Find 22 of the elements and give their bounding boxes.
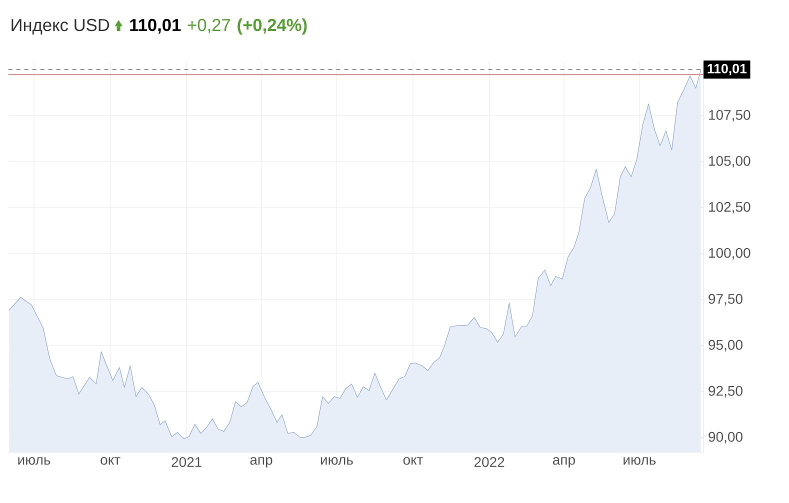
ref-line-label: 110,01 — [708, 64, 747, 76]
text: (+0,24%) — [238, 18, 307, 35]
x-tick-label: апр — [552, 457, 575, 468]
y-tick-label: 97,50 — [708, 294, 742, 306]
y-tick-label: 107,50 — [709, 110, 750, 122]
y-tick-label: 92,50 — [708, 386, 742, 398]
x-tick-label: 2021 — [172, 457, 202, 468]
x-tick-label: апр — [250, 457, 272, 468]
x-tick-label: окт — [403, 457, 424, 465]
y-tick-label: 105,00 — [709, 156, 750, 168]
text: +0,27 — [188, 18, 230, 34]
y-tick-label: 90,00 — [708, 432, 742, 444]
chart-title: Индекс USD — [12, 18, 110, 34]
x-tick-label: июль — [320, 457, 353, 465]
x-tick-label: 2022 — [474, 457, 504, 468]
y-tick-label: 100,00 — [709, 248, 750, 260]
x-tick-label: июль — [624, 457, 656, 465]
x-tick-label: июль — [18, 457, 50, 465]
text: 110,01 — [130, 18, 181, 34]
y-tick-label: 102,50 — [709, 202, 750, 214]
y-tick-label: 95,00 — [708, 340, 742, 352]
x-tick-label: окт — [100, 457, 120, 465]
